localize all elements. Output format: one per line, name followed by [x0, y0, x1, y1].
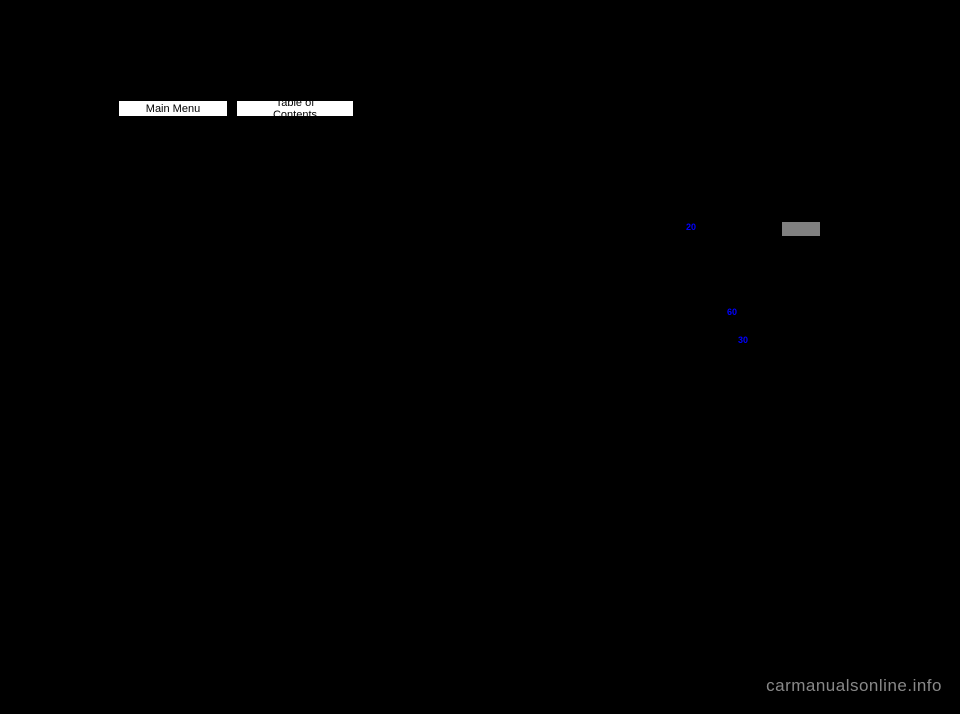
- toc-button[interactable]: Table of Contents: [236, 100, 354, 117]
- gray-highlight-box: [782, 222, 820, 236]
- nav-buttons-container: Main Menu Table of Contents: [118, 100, 354, 117]
- page-link-2[interactable]: 60: [727, 307, 737, 317]
- watermark-text: carmanualsonline.info: [766, 676, 942, 696]
- page-link-1[interactable]: 20: [686, 222, 696, 232]
- page-link-3[interactable]: 30: [738, 335, 748, 345]
- main-menu-button[interactable]: Main Menu: [118, 100, 228, 117]
